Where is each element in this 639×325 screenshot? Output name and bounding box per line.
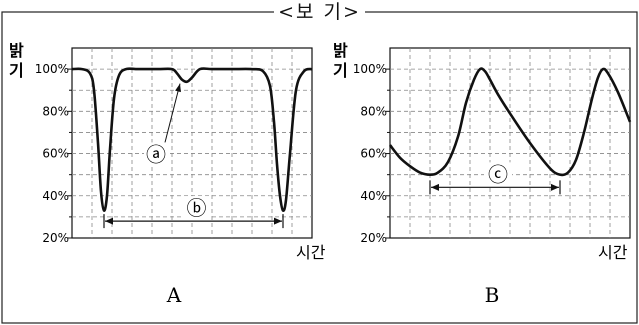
y-tick-label: 80%	[360, 104, 387, 118]
annotations-a: ⓐⓑ	[103, 83, 284, 229]
y-tick-label: 40%	[42, 189, 69, 203]
outer-box	[1, 11, 638, 324]
box-title-text: <보 기>	[274, 1, 365, 23]
box-title: <보 기>	[0, 1, 639, 23]
y-tick-label: 40%	[360, 189, 387, 203]
panel-label-a: A	[166, 283, 182, 307]
y-ticks-a: 20% 40% 60% 80% 100%	[35, 62, 72, 245]
annotation-label-bg	[484, 162, 512, 187]
annotation-arrowhead	[175, 83, 181, 93]
annotation-arrow-line	[163, 83, 181, 147]
y-tick-label: 60%	[42, 147, 69, 161]
span-arrowhead-left	[431, 183, 439, 191]
annotation-label-bg	[182, 196, 211, 221]
annotations-b: ⓒ	[429, 162, 561, 195]
span-arrowhead-right	[551, 183, 559, 191]
annotation-label: ⓒ	[488, 162, 508, 186]
y-ticks-b: 20% 40% 60% 80% 100%	[353, 62, 390, 245]
y-tick-label: 20%	[42, 231, 69, 245]
grid-b	[390, 48, 630, 238]
y-tick-label: 20%	[360, 231, 387, 245]
span-arrowhead-right	[274, 217, 282, 225]
panel-label-b: B	[485, 283, 500, 307]
y-tick-label: 80%	[42, 104, 69, 118]
series-line-a	[71, 67, 313, 212]
x-axis-label-b: 시간	[598, 243, 628, 262]
y-tick-label: 100%	[353, 62, 387, 76]
y-tick-label: 100%	[35, 62, 69, 76]
x-axis-label-a: 시간	[296, 243, 326, 262]
annotation-label: ⓑ	[187, 196, 207, 220]
span-arrowhead-left	[105, 217, 113, 225]
y-tick-label: 60%	[360, 147, 387, 161]
annotation-label-bg	[144, 142, 168, 167]
series-line-b	[388, 67, 632, 177]
annotation-label: ⓐ	[146, 142, 166, 166]
